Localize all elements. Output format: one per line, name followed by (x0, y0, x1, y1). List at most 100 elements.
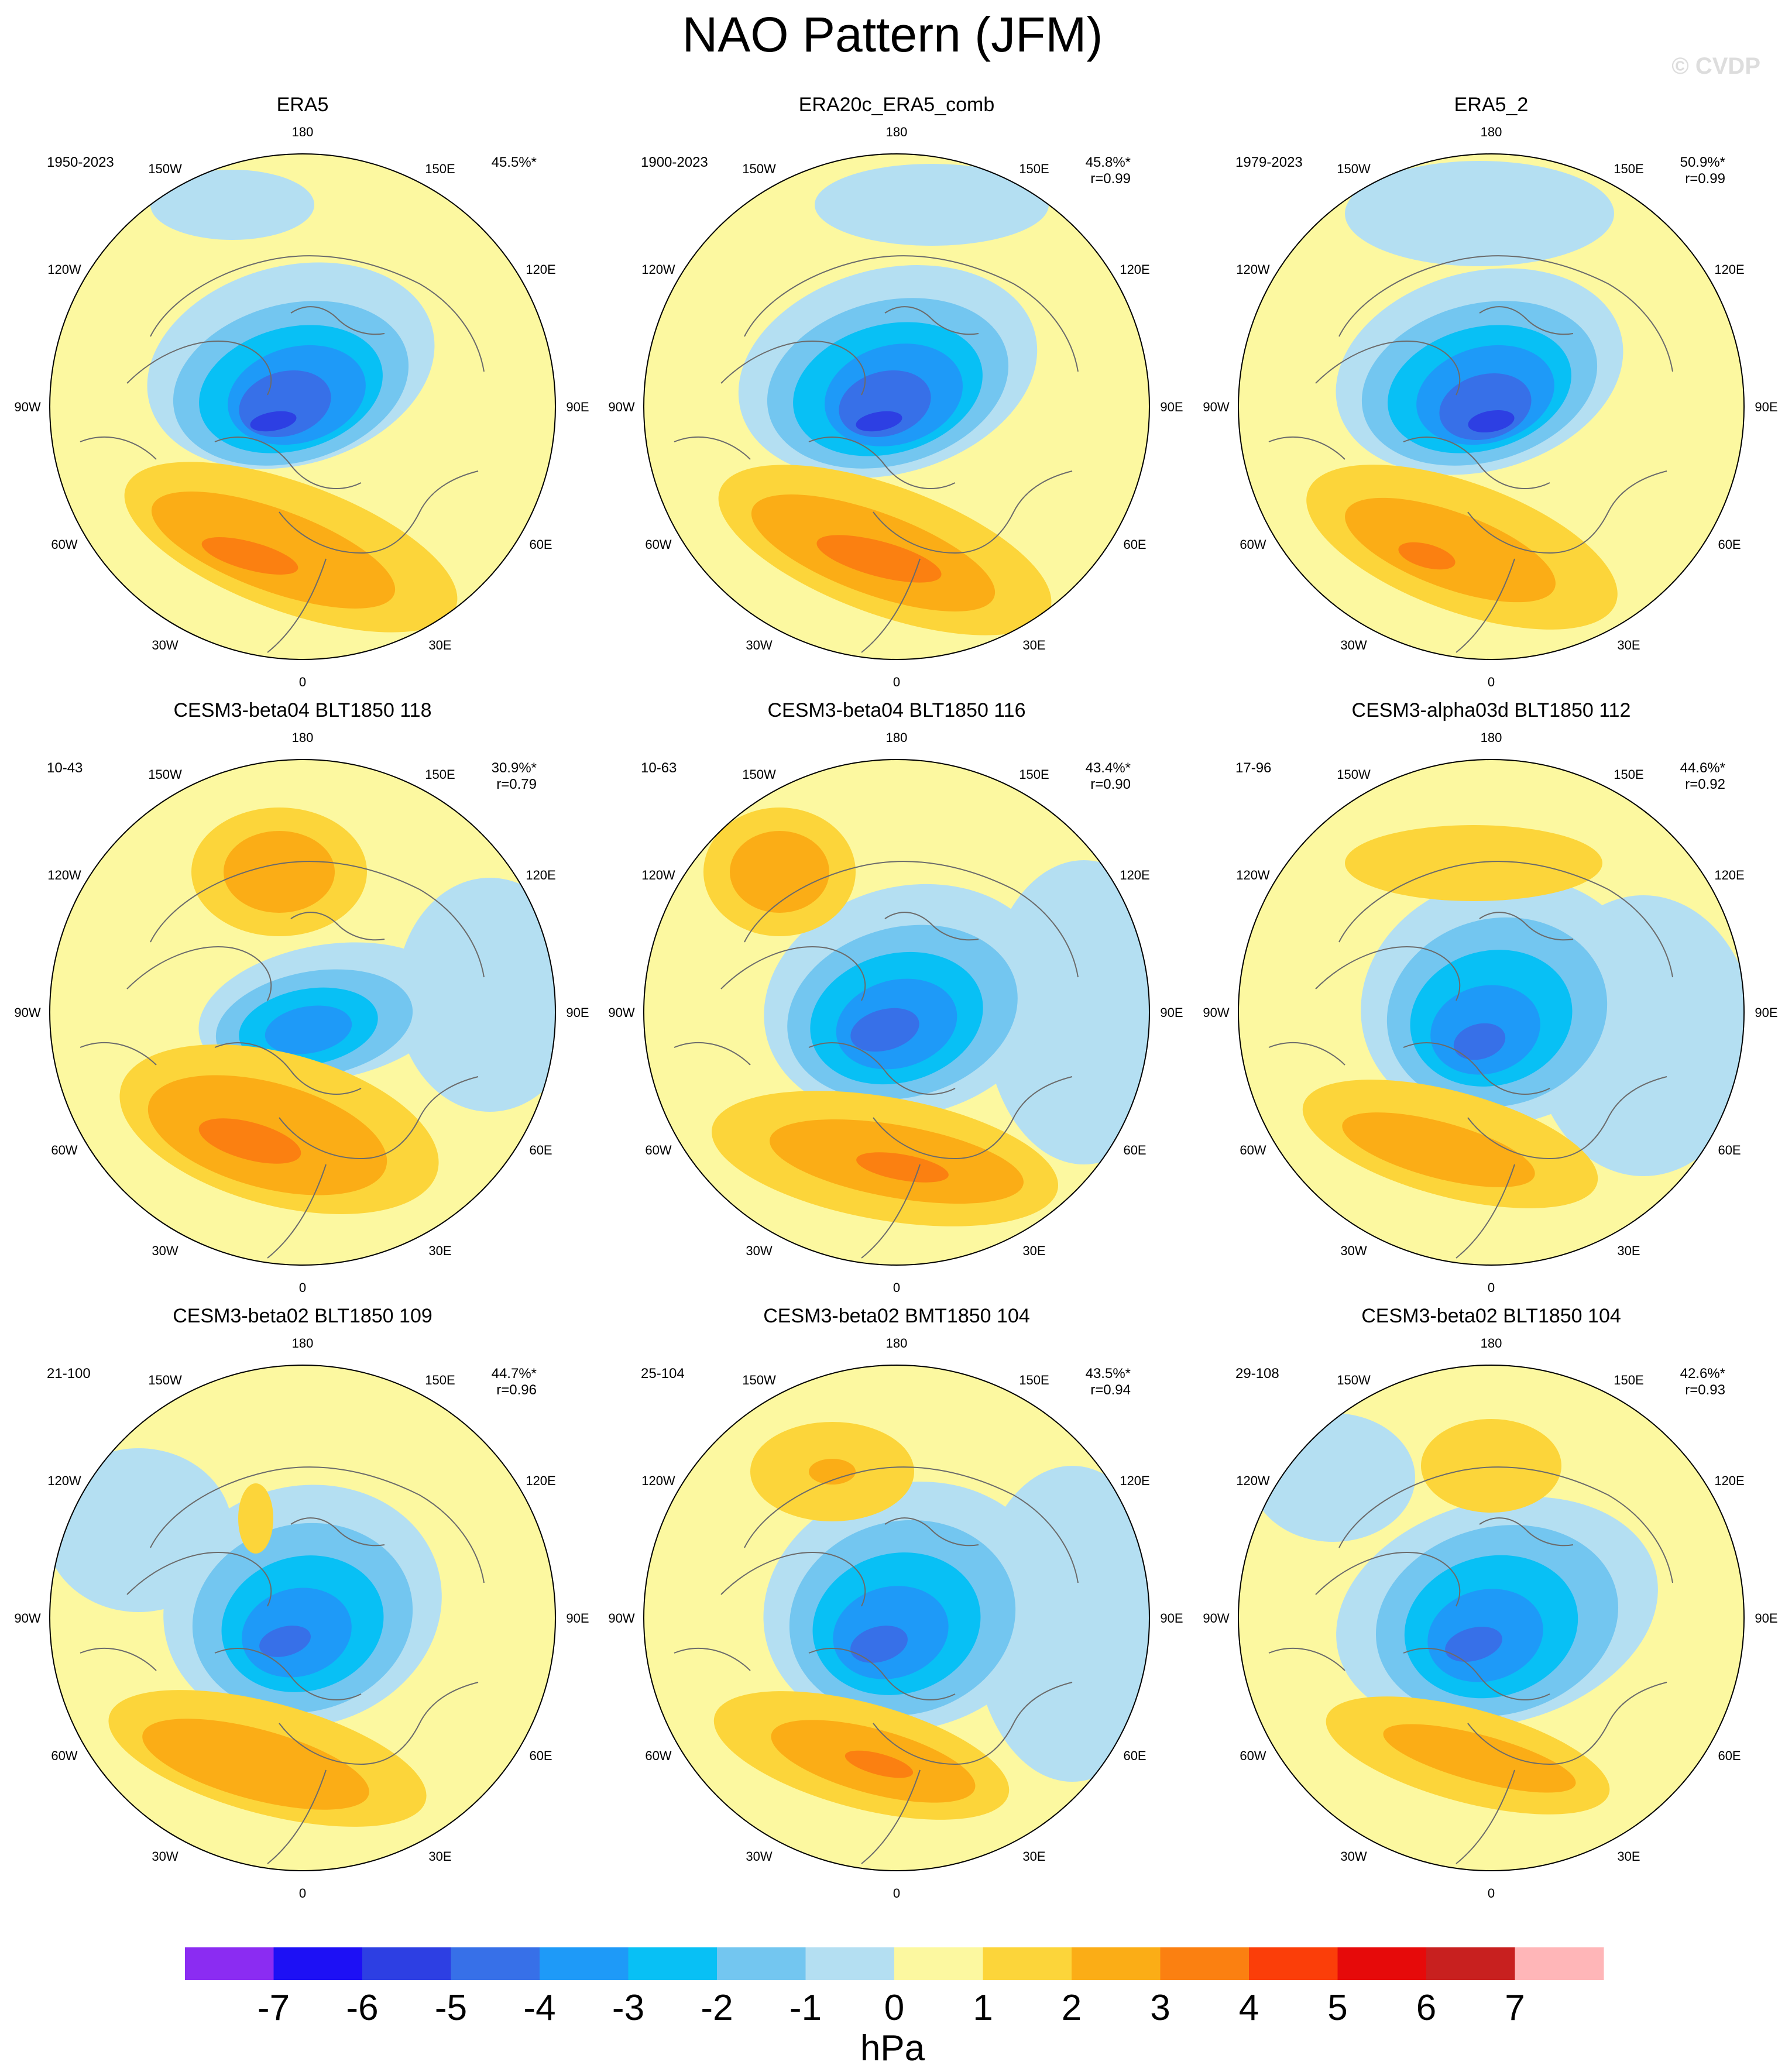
colorbar-swatch (1426, 1947, 1515, 1980)
coastlines (1268, 255, 1673, 653)
coastline (744, 861, 1079, 978)
longitude-label: 180 (292, 125, 314, 139)
longitude-label: 60E (529, 1748, 552, 1763)
map-border (643, 153, 1150, 660)
anomaly-contour (1445, 1627, 1502, 1662)
map-border (49, 153, 556, 660)
panel-correlation: r=0.79 (496, 776, 537, 792)
coastline (674, 1042, 751, 1066)
longitude-label: 90E (1160, 1005, 1183, 1020)
longitude-label: 60W (51, 1143, 77, 1157)
coastlines (80, 1466, 485, 1864)
longitude-label: 120E (526, 1473, 555, 1488)
colorbar-tick-label: -3 (612, 1988, 644, 2028)
coastline (1338, 255, 1673, 372)
coastlines (80, 861, 485, 1259)
longitude-label: 0 (893, 1280, 900, 1295)
longitude-label: 90E (1755, 1005, 1777, 1020)
longitude-label: 120E (1120, 868, 1149, 882)
longitude-label: 180 (886, 125, 908, 139)
longitude-label: 120W (1236, 262, 1270, 277)
longitude-label: 30E (428, 1243, 451, 1258)
panel-period: 29-108 (1235, 1366, 1279, 1382)
anomaly-contour (1421, 1419, 1561, 1513)
coastline (808, 1042, 956, 1095)
colorbar-swatch (540, 1947, 629, 1980)
longitude-label: 0 (299, 1886, 306, 1901)
map-border (1238, 759, 1745, 1266)
longitude-label: 60E (1123, 1748, 1146, 1763)
colorbar-tick-label: 2 (1062, 1988, 1082, 2028)
anomaly-field (50, 1448, 442, 1827)
coastline (1456, 1164, 1515, 1259)
colorbar-tick-label: -4 (523, 1988, 555, 2028)
longitude-label: 90E (1755, 400, 1777, 414)
coastline (126, 341, 272, 396)
anomaly-contour (856, 1152, 949, 1183)
panel-correlation: r=0.99 (1685, 171, 1725, 187)
longitude-label: 60E (1123, 1143, 1146, 1157)
coastline (290, 306, 385, 335)
map-panel: 180 150E 120E 90E 60E 30E 0 30W 60W 90W 120W 150W CE… (1203, 1305, 1777, 1901)
longitude-label: 0 (1488, 1280, 1495, 1295)
coastline (808, 1648, 956, 1700)
longitude-label: 90E (1160, 400, 1183, 414)
coastline (267, 1769, 327, 1864)
coastline (861, 1769, 921, 1864)
coastline (873, 1682, 1073, 1765)
panel-correlation: r=0.96 (496, 1382, 537, 1398)
longitude-label: 90E (566, 1005, 589, 1020)
longitude-label: 120E (526, 262, 555, 277)
coastlines (674, 255, 1079, 653)
longitude-label: 30E (428, 638, 451, 652)
anomaly-contour (815, 164, 1049, 246)
longitude-label: 90W (608, 400, 634, 414)
longitude-label: 120W (1236, 868, 1270, 882)
coastline (150, 861, 485, 978)
anomaly-contour (1251, 1413, 1415, 1542)
longitude-label: 180 (292, 730, 314, 745)
panel-period: 1979-2023 (1235, 154, 1303, 170)
colorbar-swatch (628, 1947, 718, 1980)
coastlines (674, 1466, 1079, 1864)
map-border (1238, 1365, 1745, 1871)
anomaly-contour (1383, 1724, 1576, 1793)
longitude-label: 30W (746, 1849, 772, 1864)
coastlines (1268, 861, 1673, 1259)
anomaly-contour (1345, 497, 1556, 603)
longitude-label: 150W (742, 162, 776, 176)
coastline (214, 1648, 362, 1700)
longitude-label: 60W (645, 537, 671, 552)
anomaly-contour (150, 170, 314, 240)
anomaly-contour (845, 1750, 914, 1778)
colorbar-swatch (1249, 1947, 1338, 1980)
coastline (861, 1164, 921, 1259)
colorbar-tick-label: -6 (346, 1988, 378, 2028)
coastline (126, 1552, 272, 1607)
longitude-label: 30E (1022, 1849, 1045, 1864)
map-border (643, 1365, 1150, 1871)
coastline (808, 437, 956, 489)
panel-explained-variance: 44.6%* (1680, 760, 1725, 776)
longitude-label: 30E (1617, 1243, 1640, 1258)
longitude-label: 180 (1481, 730, 1502, 745)
colorbar-tick-label: 0 (884, 1988, 904, 2028)
longitude-label: 30W (152, 1243, 178, 1258)
longitude-label: 150E (425, 767, 455, 782)
panel-period: 1950-2023 (47, 154, 114, 170)
longitude-label: 0 (893, 1886, 900, 1901)
map-panel: 180 150E 120E 90E 60E 30E 0 30W 60W 90W 120W 150W ER… (14, 94, 589, 689)
anomaly-contour (238, 1483, 273, 1554)
coastline (861, 558, 921, 653)
longitude-label: 90W (608, 1005, 634, 1020)
coastline (1268, 1648, 1345, 1671)
longitude-label: 150E (1614, 162, 1643, 176)
colorbar-swatch (451, 1947, 540, 1980)
coastline (744, 1466, 1079, 1583)
anomaly-contour (856, 411, 902, 432)
coastline (674, 437, 751, 460)
panel-explained-variance: 43.4%* (1086, 760, 1131, 776)
colorbar-tick-label: -1 (789, 1988, 822, 2028)
longitude-label: 0 (1488, 675, 1495, 689)
